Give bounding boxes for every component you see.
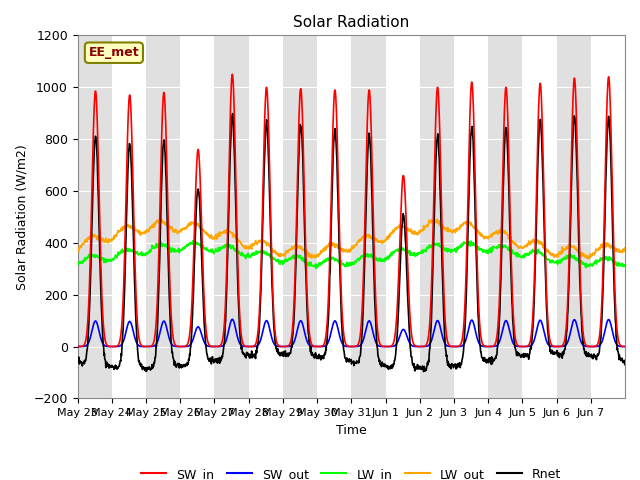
SW_in <box>621 344 629 349</box>
Rnet <box>327 238 335 243</box>
Line: SW_out: SW_out <box>77 319 625 347</box>
LW_out <box>337 247 345 253</box>
Line: SW_in: SW_in <box>77 74 625 347</box>
Bar <box>146 36 180 398</box>
LW_out <box>561 247 568 252</box>
SW_in <box>615 338 623 344</box>
SW_out <box>74 344 81 349</box>
LW_in <box>327 255 335 261</box>
Bar <box>420 36 454 398</box>
LW_out <box>327 242 335 248</box>
Bar <box>283 36 317 398</box>
Rnet <box>229 111 237 117</box>
Bar <box>351 36 385 398</box>
LW_in <box>74 261 81 267</box>
Line: Rnet: Rnet <box>77 114 625 372</box>
LW_in <box>481 249 489 254</box>
Bar <box>214 36 249 398</box>
LW_out <box>156 216 163 222</box>
LW_in <box>561 256 569 262</box>
LW_out <box>481 236 488 241</box>
LW_in <box>621 263 629 269</box>
Bar <box>488 36 522 398</box>
SW_in <box>177 344 184 349</box>
LW_in <box>189 238 196 244</box>
SW_out <box>327 329 335 335</box>
SW_out <box>621 344 629 349</box>
Y-axis label: Solar Radiation (W/m2): Solar Radiation (W/m2) <box>15 144 28 290</box>
LW_out <box>621 245 629 251</box>
LW_in <box>338 262 346 268</box>
Line: LW_out: LW_out <box>77 219 625 259</box>
Title: Solar Radiation: Solar Radiation <box>293 15 410 30</box>
LW_in <box>615 261 623 267</box>
SW_out <box>177 344 184 349</box>
SW_out <box>615 343 623 349</box>
SW_out <box>481 344 489 349</box>
SW_out <box>561 343 569 348</box>
LW_out <box>615 249 623 254</box>
Text: EE_met: EE_met <box>88 46 140 59</box>
SW_in <box>561 335 569 340</box>
LW_in <box>159 243 167 249</box>
SW_in <box>481 343 489 349</box>
LW_in <box>312 265 320 271</box>
LW_out <box>74 246 81 252</box>
Bar <box>557 36 591 398</box>
SW_in <box>159 94 167 99</box>
SW_in <box>228 72 236 77</box>
SW_in <box>338 297 346 303</box>
Rnet <box>159 142 167 148</box>
Rnet <box>615 351 623 357</box>
Legend: SW_in, SW_out, LW_in, LW_out, Rnet: SW_in, SW_out, LW_in, LW_out, Rnet <box>136 463 566 480</box>
LW_out <box>160 219 168 225</box>
SW_out <box>159 319 167 324</box>
LW_out <box>584 256 592 262</box>
Rnet <box>481 358 489 364</box>
Rnet <box>337 305 345 311</box>
Bar <box>77 36 112 398</box>
X-axis label: Time: Time <box>336 424 367 437</box>
Rnet <box>420 369 428 374</box>
SW_out <box>228 316 236 322</box>
Rnet <box>621 362 629 368</box>
SW_in <box>327 196 335 202</box>
SW_out <box>338 339 346 345</box>
Rnet <box>74 359 81 364</box>
Rnet <box>561 346 569 352</box>
SW_in <box>74 344 81 349</box>
Line: LW_in: LW_in <box>77 241 625 268</box>
